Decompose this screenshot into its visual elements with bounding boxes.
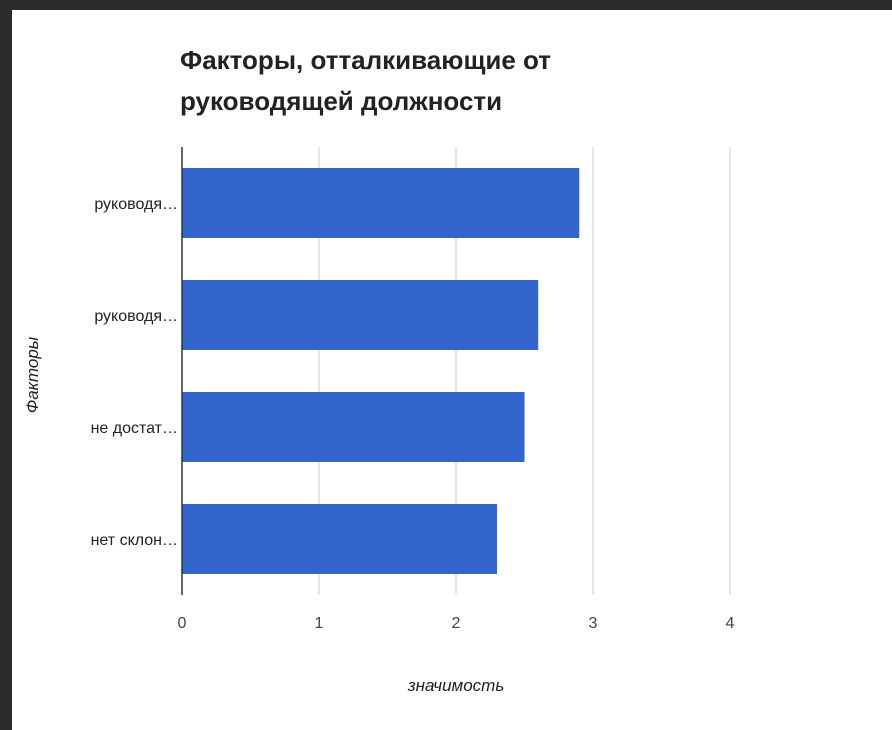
x-tick-labels: 0 1 2 3 4 [178, 615, 735, 632]
bar [182, 504, 498, 574]
bar [182, 392, 525, 462]
category-label: не достат… [91, 420, 178, 437]
category-labels: руководя… руководя… не достат… нет склон… [91, 196, 178, 549]
category-label: нет склон… [91, 532, 178, 549]
chart-title: Факторы, отталкивающие от руководящей до… [180, 45, 552, 116]
bar [182, 280, 539, 350]
category-label: руководя… [94, 196, 178, 213]
x-tick-label: 3 [589, 615, 598, 632]
x-tick-label: 0 [178, 615, 187, 632]
x-tick-label: 2 [452, 615, 461, 632]
bar-chart: 0 1 2 3 4 руководя… руководя… не достат… нет ск… [23, 147, 735, 695]
chart-frame: Факторы, отталкивающие от руководящей до… [12, 10, 892, 730]
bars [182, 168, 580, 574]
x-axis-title: значимость [407, 676, 505, 695]
x-tick-label: 1 [315, 615, 324, 632]
y-axis-title: Факторы [23, 336, 42, 413]
category-label: руководя… [94, 308, 178, 325]
x-tick-label: 4 [726, 615, 735, 632]
bar [182, 168, 580, 238]
